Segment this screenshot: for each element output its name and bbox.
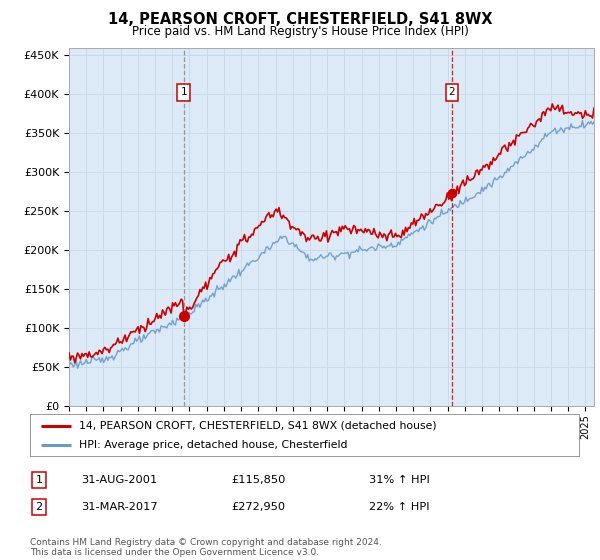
Text: Contains HM Land Registry data © Crown copyright and database right 2024.
This d: Contains HM Land Registry data © Crown c… — [30, 538, 382, 557]
Text: HPI: Average price, detached house, Chesterfield: HPI: Average price, detached house, Ches… — [79, 440, 348, 450]
Text: 14, PEARSON CROFT, CHESTERFIELD, S41 8WX: 14, PEARSON CROFT, CHESTERFIELD, S41 8WX — [108, 12, 492, 27]
Text: 14, PEARSON CROFT, CHESTERFIELD, S41 8WX (detached house): 14, PEARSON CROFT, CHESTERFIELD, S41 8WX… — [79, 421, 437, 431]
Text: 31-AUG-2001: 31-AUG-2001 — [81, 475, 157, 485]
Text: £272,950: £272,950 — [231, 502, 285, 512]
Text: 1: 1 — [35, 475, 43, 485]
Text: 31-MAR-2017: 31-MAR-2017 — [81, 502, 158, 512]
Text: Price paid vs. HM Land Registry's House Price Index (HPI): Price paid vs. HM Land Registry's House … — [131, 25, 469, 38]
Text: £115,850: £115,850 — [231, 475, 286, 485]
Text: 1: 1 — [181, 87, 187, 97]
Text: 31% ↑ HPI: 31% ↑ HPI — [369, 475, 430, 485]
Text: 22% ↑ HPI: 22% ↑ HPI — [369, 502, 430, 512]
Text: 2: 2 — [35, 502, 43, 512]
Text: 2: 2 — [449, 87, 455, 97]
